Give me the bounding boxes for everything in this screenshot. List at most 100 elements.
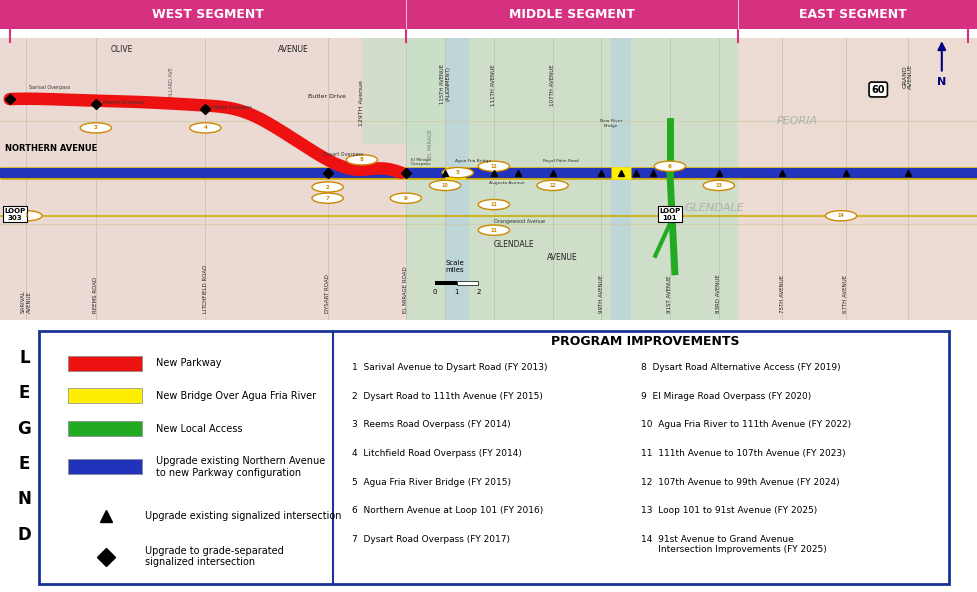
Text: 67TH AVENUE: 67TH AVENUE [842,275,848,313]
Text: 11: 11 [490,164,496,169]
Text: EL MIRAGE ROAD: EL MIRAGE ROAD [403,266,408,313]
Text: Dysart Overpass: Dysart Overpass [322,152,363,157]
Text: 2: 2 [476,289,480,295]
Text: N: N [936,77,946,86]
Text: 10: 10 [442,183,447,188]
Circle shape [190,123,221,133]
Text: 6: 6 [667,164,671,169]
Bar [405,38,738,320]
Text: Scale
miles: Scale miles [445,260,464,274]
Text: 91ST AVENUE: 91ST AVENUE [666,276,672,313]
Text: 111TH AVENUE: 111TH AVENUE [490,64,496,105]
Circle shape [312,193,343,203]
Text: New Bridge Over Agua Fria River: New Bridge Over Agua Fria River [156,391,317,401]
Text: E: E [19,455,30,473]
Text: 13: 13 [715,183,721,188]
Text: 2  Dysart Road to 111th Avenue (FY 2015): 2 Dysart Road to 111th Avenue (FY 2015) [352,392,542,401]
Bar [0,38,405,320]
Text: N: N [18,490,31,509]
Text: 115TH AVENUE
(ALIGNMENT): 115TH AVENUE (ALIGNMENT) [439,64,450,104]
Text: 99TH AVENUE: 99TH AVENUE [598,275,604,313]
Text: GLENDALE: GLENDALE [683,203,743,213]
Text: NORTHERN AVENUE: NORTHERN AVENUE [5,144,97,153]
Circle shape [312,182,343,192]
Text: DYSART ROAD: DYSART ROAD [324,275,330,313]
Text: 7: 7 [325,196,329,201]
Text: EL MIRAGE: EL MIRAGE [427,129,433,159]
Text: Upgrade to grade-separated
signalized intersection: Upgrade to grade-separated signalized in… [145,546,283,567]
Text: SARIVAL
AVENUE: SARIVAL AVENUE [21,291,32,313]
Text: El Mirage
Overpass: El Mirage Overpass [410,157,431,166]
Bar [68,356,142,371]
Bar [611,38,630,320]
FancyBboxPatch shape [39,330,948,584]
Text: MILLARD AVE: MILLARD AVE [168,67,174,100]
Text: New River
Bridge: New River Bridge [600,119,621,128]
Text: OLIVE: OLIVE [111,46,133,54]
Bar [68,459,142,474]
Circle shape [825,211,856,221]
Text: 1: 1 [24,213,28,218]
Bar [445,38,469,320]
Circle shape [478,225,509,235]
Text: 13  Loop 101 to 91st Avenue (FY 2025): 13 Loop 101 to 91st Avenue (FY 2025) [640,506,816,515]
Text: LOOP
101: LOOP 101 [658,208,680,221]
Text: PEORIA: PEORIA [776,117,817,127]
Text: 14  91st Avenue to Grand Avenue
      Intersection Improvements (FY 2025): 14 91st Avenue to Grand Avenue Intersect… [640,535,826,554]
Bar [361,38,440,144]
Bar [435,281,456,285]
Text: 3: 3 [94,126,98,130]
Text: Upgrade existing Northern Avenue
to new Parkway configuration: Upgrade existing Northern Avenue to new … [156,456,325,478]
Circle shape [80,123,111,133]
Circle shape [478,200,509,210]
Text: 0: 0 [433,289,437,295]
Text: Butler Drive: Butler Drive [308,94,346,99]
Text: 60: 60 [871,85,884,95]
Text: 11  111th Avenue to 107th Avenue (FY 2023): 11 111th Avenue to 107th Avenue (FY 2023… [640,449,844,458]
Text: 4: 4 [203,126,207,130]
Text: 107TH AVENUE: 107TH AVENUE [549,64,555,105]
Text: Litchfield Overpass: Litchfield Overpass [205,105,252,110]
Text: AVENUE: AVENUE [277,46,309,54]
Bar [738,38,977,320]
Text: PROGRAM IMPROVEMENTS: PROGRAM IMPROVEMENTS [551,335,739,348]
Text: 8  Dysart Road Alternative Access (FY 2019): 8 Dysart Road Alternative Access (FY 201… [640,363,839,372]
Circle shape [536,181,568,191]
Text: 1: 1 [454,289,458,295]
Text: 6  Northern Avenue at Loop 101 (FY 2016): 6 Northern Avenue at Loop 101 (FY 2016) [352,506,543,515]
Circle shape [11,211,42,221]
Text: WEST SEGMENT: WEST SEGMENT [151,8,264,21]
Circle shape [346,155,377,165]
Text: LITCHFIELD ROAD: LITCHFIELD ROAD [202,265,208,313]
Text: 2: 2 [325,185,329,189]
Text: Sarival Overpass: Sarival Overpass [29,85,70,89]
Circle shape [442,168,473,178]
Text: GLENDALE: GLENDALE [492,240,533,249]
Text: EAST SEGMENT: EAST SEGMENT [798,8,907,21]
Text: G: G [18,420,31,437]
Text: 1  Sarival Avenue to Dysart Road (FY 2013): 1 Sarival Avenue to Dysart Road (FY 2013… [352,363,547,372]
Text: Royal Palm Road: Royal Palm Road [542,159,578,163]
Text: 9  El Mirage Road Overpass (FY 2020): 9 El Mirage Road Overpass (FY 2020) [640,392,810,401]
Bar [68,421,142,436]
Circle shape [702,181,734,191]
Bar [68,388,142,403]
Text: REEMS ROAD: REEMS ROAD [93,277,99,313]
Text: Reems Overpass: Reems Overpass [103,101,144,105]
Bar [0,0,977,29]
Text: D: D [18,526,31,544]
Text: AVENUE: AVENUE [546,253,577,262]
Text: Agua Fria Bridge: Agua Fria Bridge [454,159,490,163]
Circle shape [429,181,460,191]
Text: 7  Dysart Road Overpass (FY 2017): 7 Dysart Road Overpass (FY 2017) [352,535,510,544]
Bar [456,281,478,285]
Text: 4  Litchfield Road Overpass (FY 2014): 4 Litchfield Road Overpass (FY 2014) [352,449,522,458]
Circle shape [654,161,685,171]
Text: 10  Agua Fria River to 111th Avenue (FY 2022): 10 Agua Fria River to 111th Avenue (FY 2… [640,420,850,429]
Text: New Local Access: New Local Access [156,424,242,433]
Text: LOOP
303: LOOP 303 [4,208,25,221]
Text: 12: 12 [549,183,555,188]
Text: L: L [20,349,29,367]
Text: New Parkway: New Parkway [156,358,222,368]
Text: 5  Agua Fria River Bridge (FY 2015): 5 Agua Fria River Bridge (FY 2015) [352,478,511,487]
